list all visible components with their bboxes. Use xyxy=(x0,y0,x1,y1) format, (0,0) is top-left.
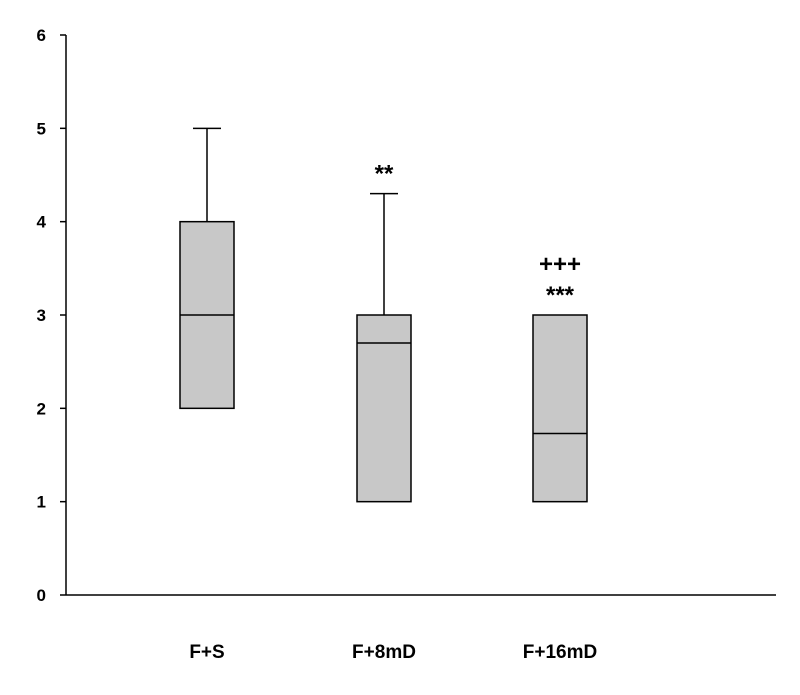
y-tick-label: 6 xyxy=(37,26,46,45)
y-tick-label: 4 xyxy=(37,213,47,232)
box-F+8mD xyxy=(356,192,412,503)
y-tick-label: 2 xyxy=(37,399,46,418)
iqr-box xyxy=(532,314,588,503)
boxes xyxy=(179,127,588,503)
y-tick-label: 1 xyxy=(37,493,46,512)
box-F+16mD xyxy=(532,314,588,503)
category-label: F+16mD xyxy=(523,642,597,663)
significance-marker: *** xyxy=(546,282,575,309)
iqr-box xyxy=(356,314,412,503)
category-labels: F+S F+8mD F+16mD xyxy=(189,642,597,663)
box-F+S xyxy=(179,127,235,410)
y-tick-label: 3 xyxy=(37,306,46,325)
category-label: F+S xyxy=(189,642,224,663)
significance-marker: ** xyxy=(375,161,394,188)
significance-annotations: ** +++ *** xyxy=(375,161,581,309)
y-tick-label: 0 xyxy=(37,586,46,605)
y-tick-label: 5 xyxy=(37,119,46,138)
category-label: F+8mD xyxy=(352,642,416,663)
significance-marker: +++ xyxy=(539,251,581,278)
y-axis-ticks: 0 1 2 3 4 5 6 xyxy=(37,26,66,605)
